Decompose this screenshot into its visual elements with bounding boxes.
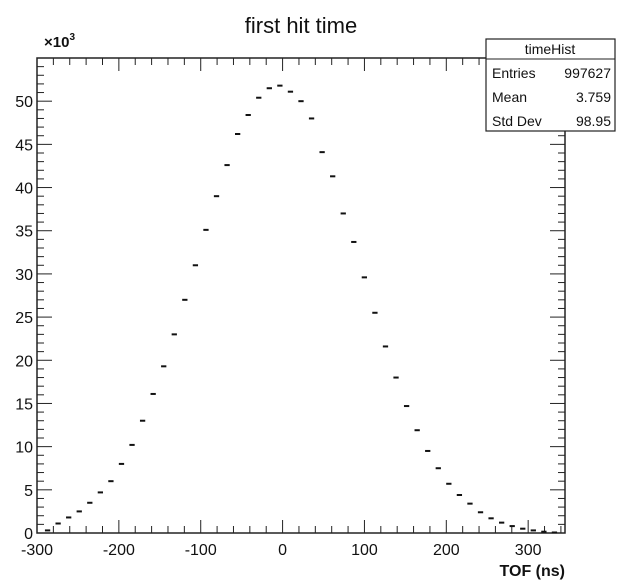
y-tick-label: 45 xyxy=(15,137,33,154)
y-tick-label: 30 xyxy=(15,267,33,284)
axis-ticks xyxy=(36,58,565,534)
y-tick-label: 15 xyxy=(15,396,33,413)
x-tick-label: -300 xyxy=(21,542,53,559)
stats-mean-value: 3.759 xyxy=(576,89,611,105)
y-tick-label: 50 xyxy=(15,94,33,111)
stats-box: timeHist Entries 997627 Mean 3.759 Std D… xyxy=(485,38,616,132)
stats-entries-value: 997627 xyxy=(564,65,611,81)
stats-stddev-label: Std Dev xyxy=(492,113,542,129)
y-axis-multiplier: ×103 xyxy=(44,32,75,51)
x-tick-label: 300 xyxy=(515,542,542,559)
y-axis-multiplier-base: ×10 xyxy=(44,34,69,51)
stats-box-frame xyxy=(485,38,616,132)
tick-labels: -300 -200 -100 0 100 200 300 0 5 10 15 20 25 30 35 40 45… xyxy=(15,94,541,559)
x-tick-label: 100 xyxy=(351,542,378,559)
x-tick-label: -100 xyxy=(185,542,217,559)
x-tick-label: 0 xyxy=(278,542,287,559)
y-axis-multiplier-exponent: 3 xyxy=(69,32,75,43)
y-tick-label: 40 xyxy=(15,181,33,198)
stats-mean-label: Mean xyxy=(492,89,527,105)
y-tick-label: 25 xyxy=(15,310,33,327)
y-tick-label: 35 xyxy=(15,224,33,241)
data-marks xyxy=(44,84,558,534)
stats-stddev-value: 98.95 xyxy=(576,113,611,129)
stats-entries-label: Entries xyxy=(492,65,536,81)
x-axis-title: TOF (ns) xyxy=(500,563,565,580)
y-tick-label: 10 xyxy=(15,440,33,457)
x-tick-label: 200 xyxy=(433,542,460,559)
plot-frame xyxy=(36,57,566,534)
y-tick-label: 20 xyxy=(15,353,33,370)
stats-box-name: timeHist xyxy=(525,41,576,57)
y-tick-label: 0 xyxy=(24,526,33,543)
chart-title: first hit time xyxy=(245,13,357,38)
y-tick-label: 5 xyxy=(24,483,33,500)
x-tick-label: -200 xyxy=(103,542,135,559)
